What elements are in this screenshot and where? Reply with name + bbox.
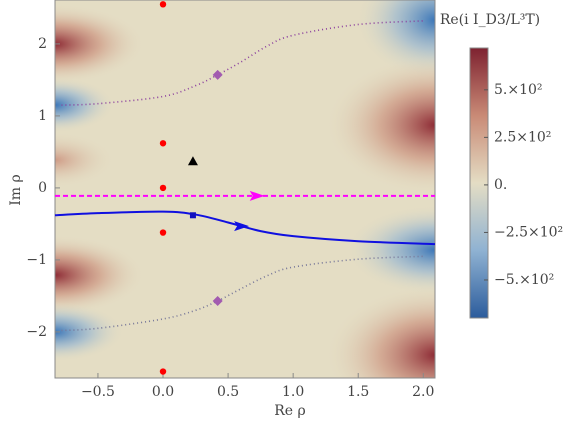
y-axis-label: Im ρ	[8, 174, 24, 206]
point	[159, 229, 167, 236]
point	[159, 1, 167, 8]
x-tick-label: −0.5	[81, 384, 115, 400]
y-tick-label: −2	[26, 324, 47, 340]
point	[212, 69, 223, 80]
point	[212, 295, 223, 306]
x-tick-label: 0.0	[152, 384, 174, 400]
point	[159, 184, 167, 192]
y-tick-label: 2	[38, 36, 47, 52]
y-tick-label: −1	[26, 252, 47, 268]
colorbar-tick-label: −5.×10²	[494, 272, 554, 288]
colorbar	[469, 47, 489, 319]
x-tick-label: 1.5	[347, 384, 369, 400]
plot-frame	[54, 0, 436, 379]
colorbar-tick-label: 0.	[494, 177, 507, 193]
point	[159, 368, 167, 375]
density-background	[55, 0, 435, 378]
colorbar-tick-label: 5.×10²	[494, 82, 543, 98]
arrowhead	[234, 221, 250, 232]
y-tick-label: 1	[38, 108, 47, 124]
curve	[61, 20, 424, 106]
colorbar-title: Re(i I_D3/L³T)	[440, 12, 540, 28]
x-tick-label: 1.0	[282, 384, 304, 400]
y-tick-label: 0	[38, 180, 47, 196]
point	[189, 212, 196, 219]
colorbar-tick-label: −2.5×10²	[494, 224, 563, 240]
point	[159, 140, 167, 147]
arrowhead	[249, 190, 265, 201]
x-tick-label: 2.0	[412, 384, 434, 400]
x-tick-label: 0.5	[217, 384, 239, 400]
point	[187, 156, 198, 166]
colorbar-tick-label: 2.5×10²	[494, 129, 551, 145]
curve	[54, 210, 436, 246]
x-axis-label: Re ρ	[274, 403, 306, 419]
